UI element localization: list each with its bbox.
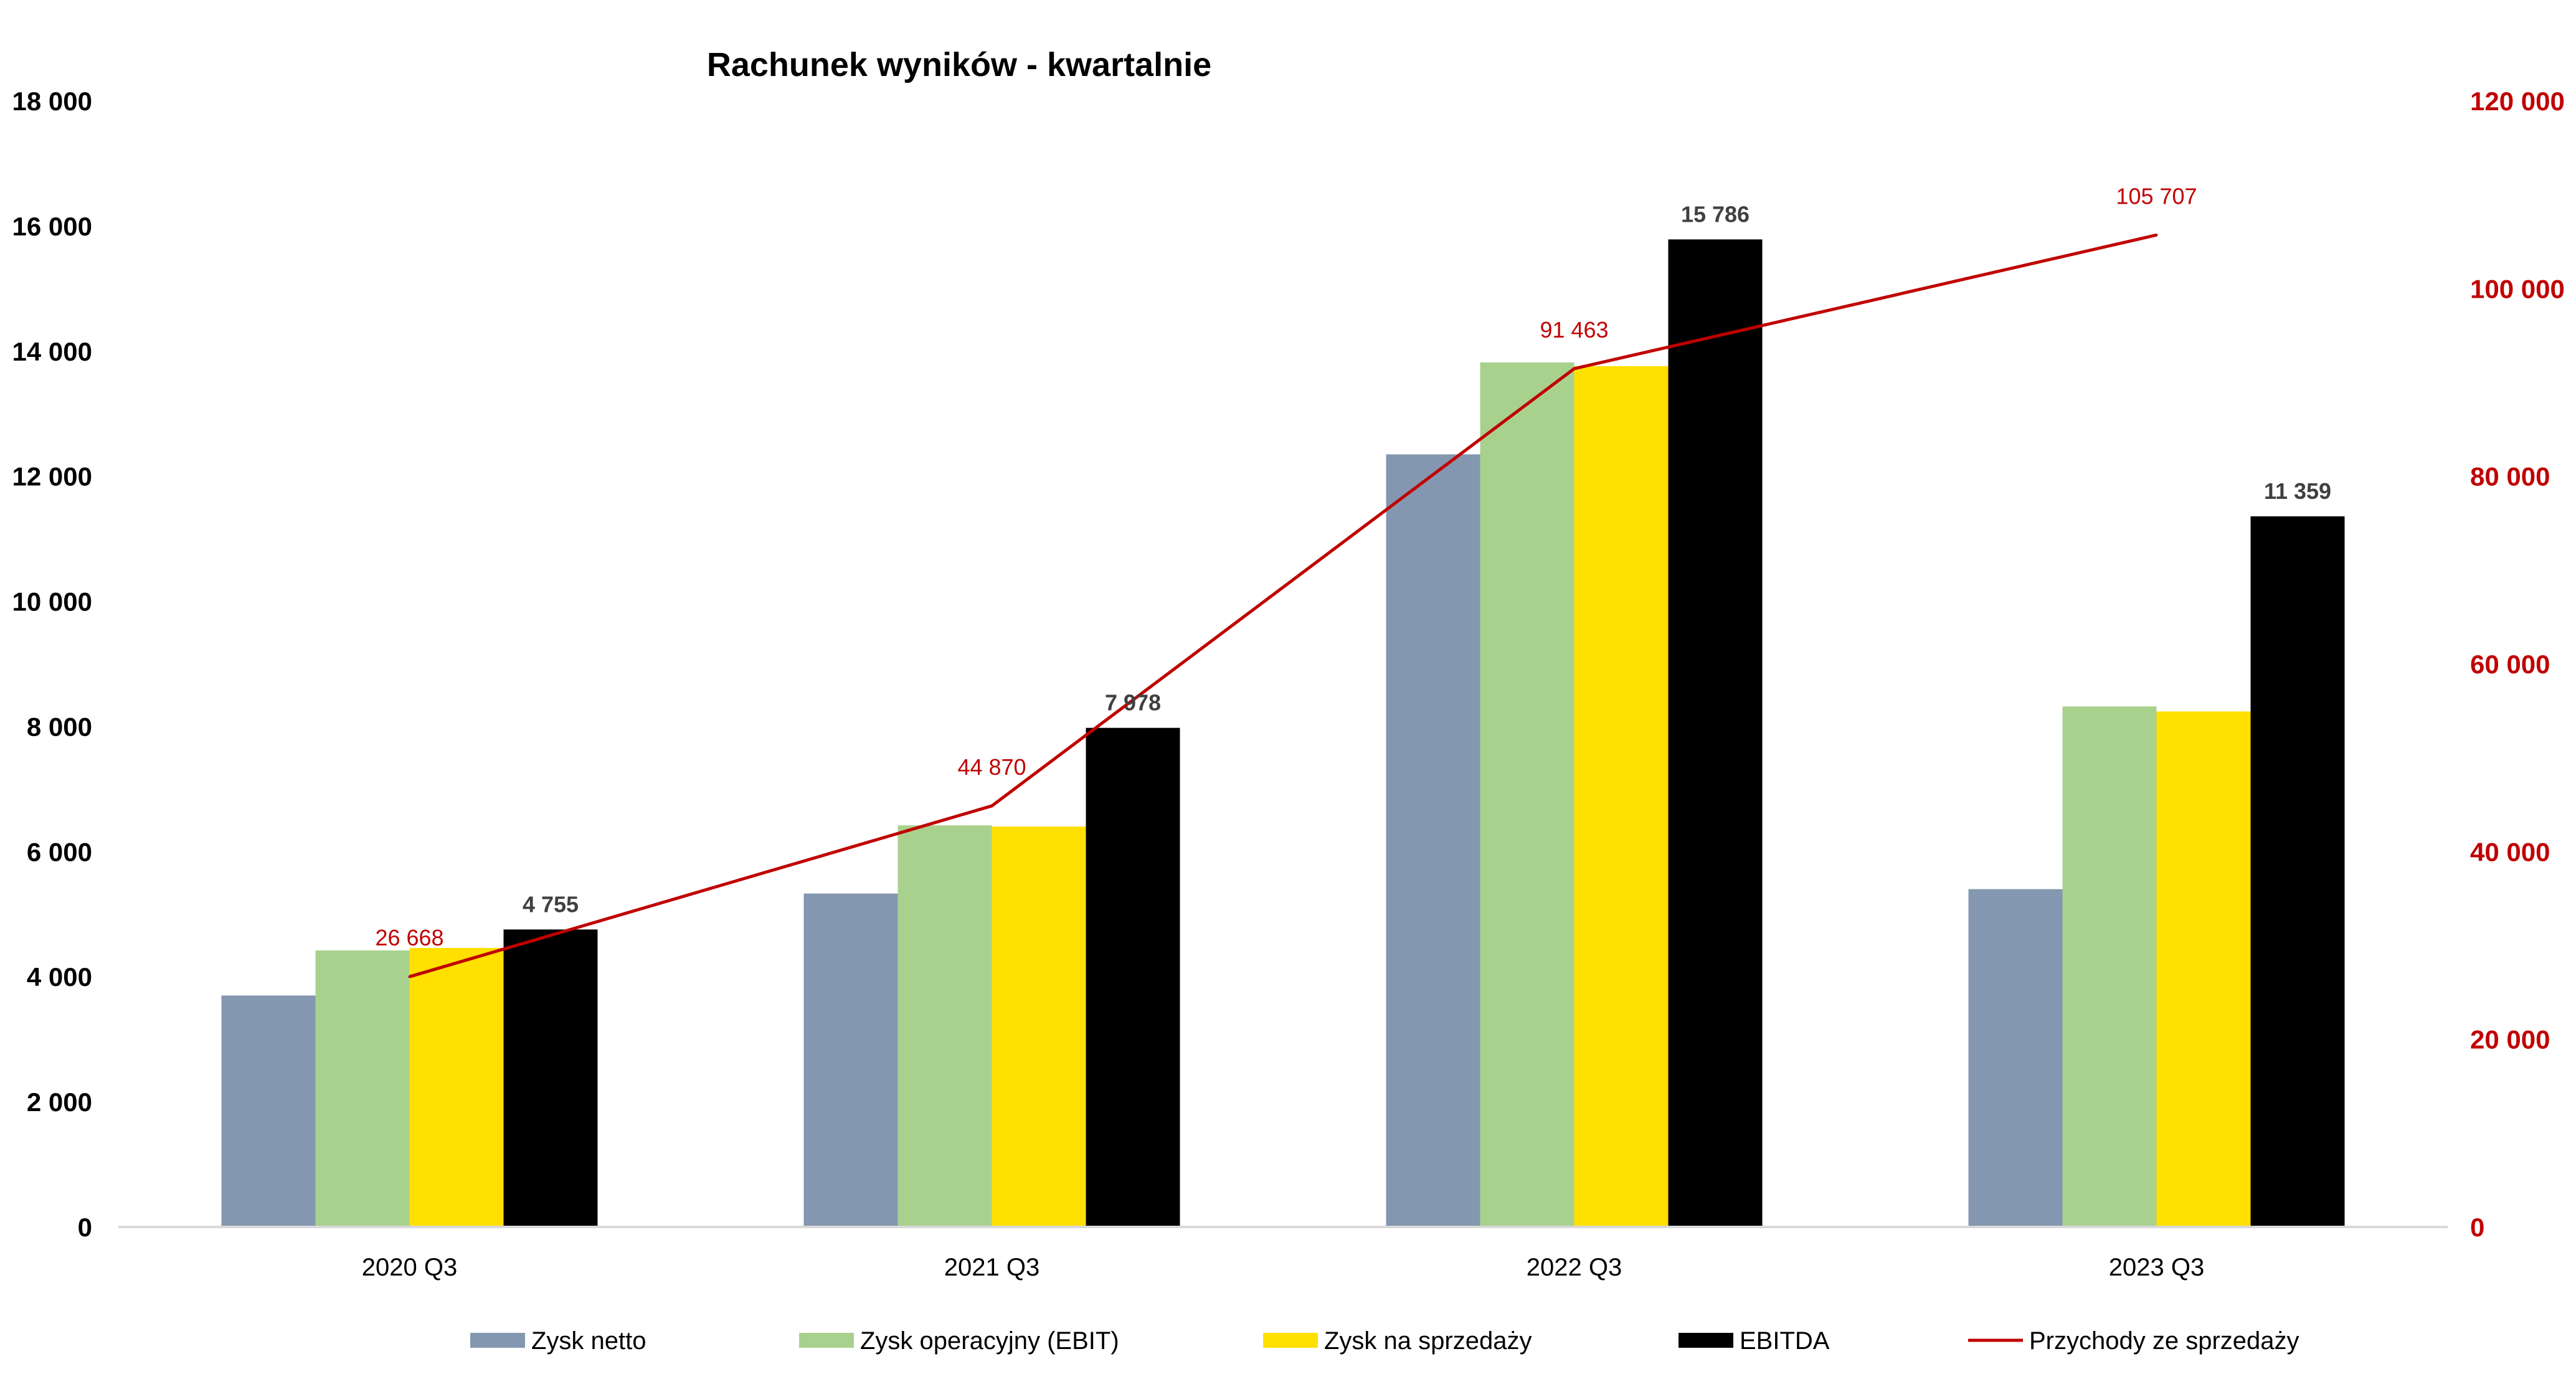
x-tick-label: 2022 Q3 xyxy=(1527,1254,1622,1281)
data-labels-group: 4 755 7 978 15 786 11 359 26 668 44 870 91 463… xyxy=(375,183,2331,950)
bar-ebitda-3 xyxy=(2250,516,2345,1228)
bar-zysk-netto-1 xyxy=(803,893,898,1227)
right-y-axis: 0 20 000 40 000 60 000 80 000 100 000 120 000 xyxy=(2470,87,2565,1242)
line-series-group xyxy=(408,233,2158,978)
left-y-tick-label: 12 000 xyxy=(12,462,92,491)
chart-title: Rachunek wyników - kwartalnie xyxy=(707,46,1211,83)
x-tick-label: 2021 Q3 xyxy=(944,1254,1039,1281)
line-przychody-ze-sprzeda-y xyxy=(409,233,2157,978)
right-y-tick-label: 0 xyxy=(2470,1213,2484,1242)
bar-ebitda-1 xyxy=(1086,727,1180,1227)
legend-label: Zysk operacyjny (EBIT) xyxy=(860,1327,1119,1355)
bar-data-label: 11 359 xyxy=(2264,478,2331,504)
bar-zysk-operacyjny-ebit--0 xyxy=(315,950,410,1227)
legend-swatch xyxy=(799,1333,854,1348)
x-tick-label: 2023 Q3 xyxy=(2109,1254,2204,1281)
line-data-label: 44 870 xyxy=(957,754,1026,780)
legend-swatch xyxy=(470,1333,525,1348)
bar-zysk-netto-0 xyxy=(221,995,316,1227)
left-y-tick-label: 4 000 xyxy=(27,962,92,992)
left-y-tick-label: 10 000 xyxy=(12,587,92,617)
legend-swatch xyxy=(1263,1333,1318,1348)
left-y-tick-label: 8 000 xyxy=(27,712,92,741)
bar-data-label: 4 755 xyxy=(523,891,579,917)
bar-zysk-na-sprzeda-y-2 xyxy=(1574,366,1669,1227)
line-data-label: 91 463 xyxy=(1540,317,1608,343)
left-y-tick-label: 0 xyxy=(78,1213,92,1242)
legend-label: Przychody ze sprzedaży xyxy=(2029,1327,2299,1355)
left-y-tick-label: 14 000 xyxy=(12,337,92,366)
line-point xyxy=(1573,367,1576,370)
x-axis-ticks: 2020 Q3 2021 Q3 2022 Q3 2023 Q3 xyxy=(362,1254,2204,1281)
x-tick-label: 2020 Q3 xyxy=(362,1254,457,1281)
line-data-label: 105 707 xyxy=(2116,183,2197,209)
right-y-tick-label: 100 000 xyxy=(2470,274,2565,303)
bar-zysk-na-sprzeda-y-1 xyxy=(992,826,1086,1227)
bar-ebitda-2 xyxy=(1668,239,1763,1227)
right-y-tick-label: 120 000 xyxy=(2470,87,2565,116)
bar-zysk-operacyjny-ebit--2 xyxy=(1480,362,1574,1227)
right-y-tick-label: 40 000 xyxy=(2470,837,2550,866)
bar-data-label: 7 978 xyxy=(1105,690,1161,716)
right-y-tick-label: 20 000 xyxy=(2470,1025,2550,1054)
legend-label: Zysk netto xyxy=(531,1327,646,1355)
line-point xyxy=(990,804,993,807)
left-y-tick-label: 2 000 xyxy=(27,1087,92,1117)
left-y-tick-label: 6 000 xyxy=(27,837,92,866)
bar-zysk-na-sprzeda-y-0 xyxy=(409,948,504,1227)
left-y-tick-label: 18 000 xyxy=(12,87,92,116)
line-point xyxy=(408,975,411,978)
bar-data-label: 15 786 xyxy=(1681,201,1750,227)
line-point xyxy=(2155,234,2158,237)
bar-series-group xyxy=(221,239,2345,1228)
bar-zysk-netto-3 xyxy=(1968,889,2063,1227)
bar-zysk-na-sprzeda-y-3 xyxy=(2156,711,2251,1227)
left-y-tick-label: 16 000 xyxy=(12,212,92,241)
legend-label: Zysk na sprzedaży xyxy=(1324,1327,1532,1355)
legend-label: EBITDA xyxy=(1740,1327,1830,1355)
line-data-label: 26 668 xyxy=(375,925,443,950)
right-y-tick-label: 80 000 xyxy=(2470,462,2550,491)
legend: Zysk netto Zysk operacyjny (EBIT) Zysk na … xyxy=(470,1327,2299,1355)
right-y-tick-label: 60 000 xyxy=(2470,650,2550,679)
bar-zysk-operacyjny-ebit--3 xyxy=(2062,706,2157,1227)
left-y-axis: 0 2 000 4 000 6 000 8 000 10 000 12 000 14 000 1… xyxy=(12,87,92,1242)
bar-zysk-operacyjny-ebit--1 xyxy=(897,825,992,1227)
bar-zysk-netto-2 xyxy=(1386,454,1480,1227)
legend-swatch xyxy=(1679,1333,1733,1348)
bar-ebitda-0 xyxy=(503,929,598,1227)
